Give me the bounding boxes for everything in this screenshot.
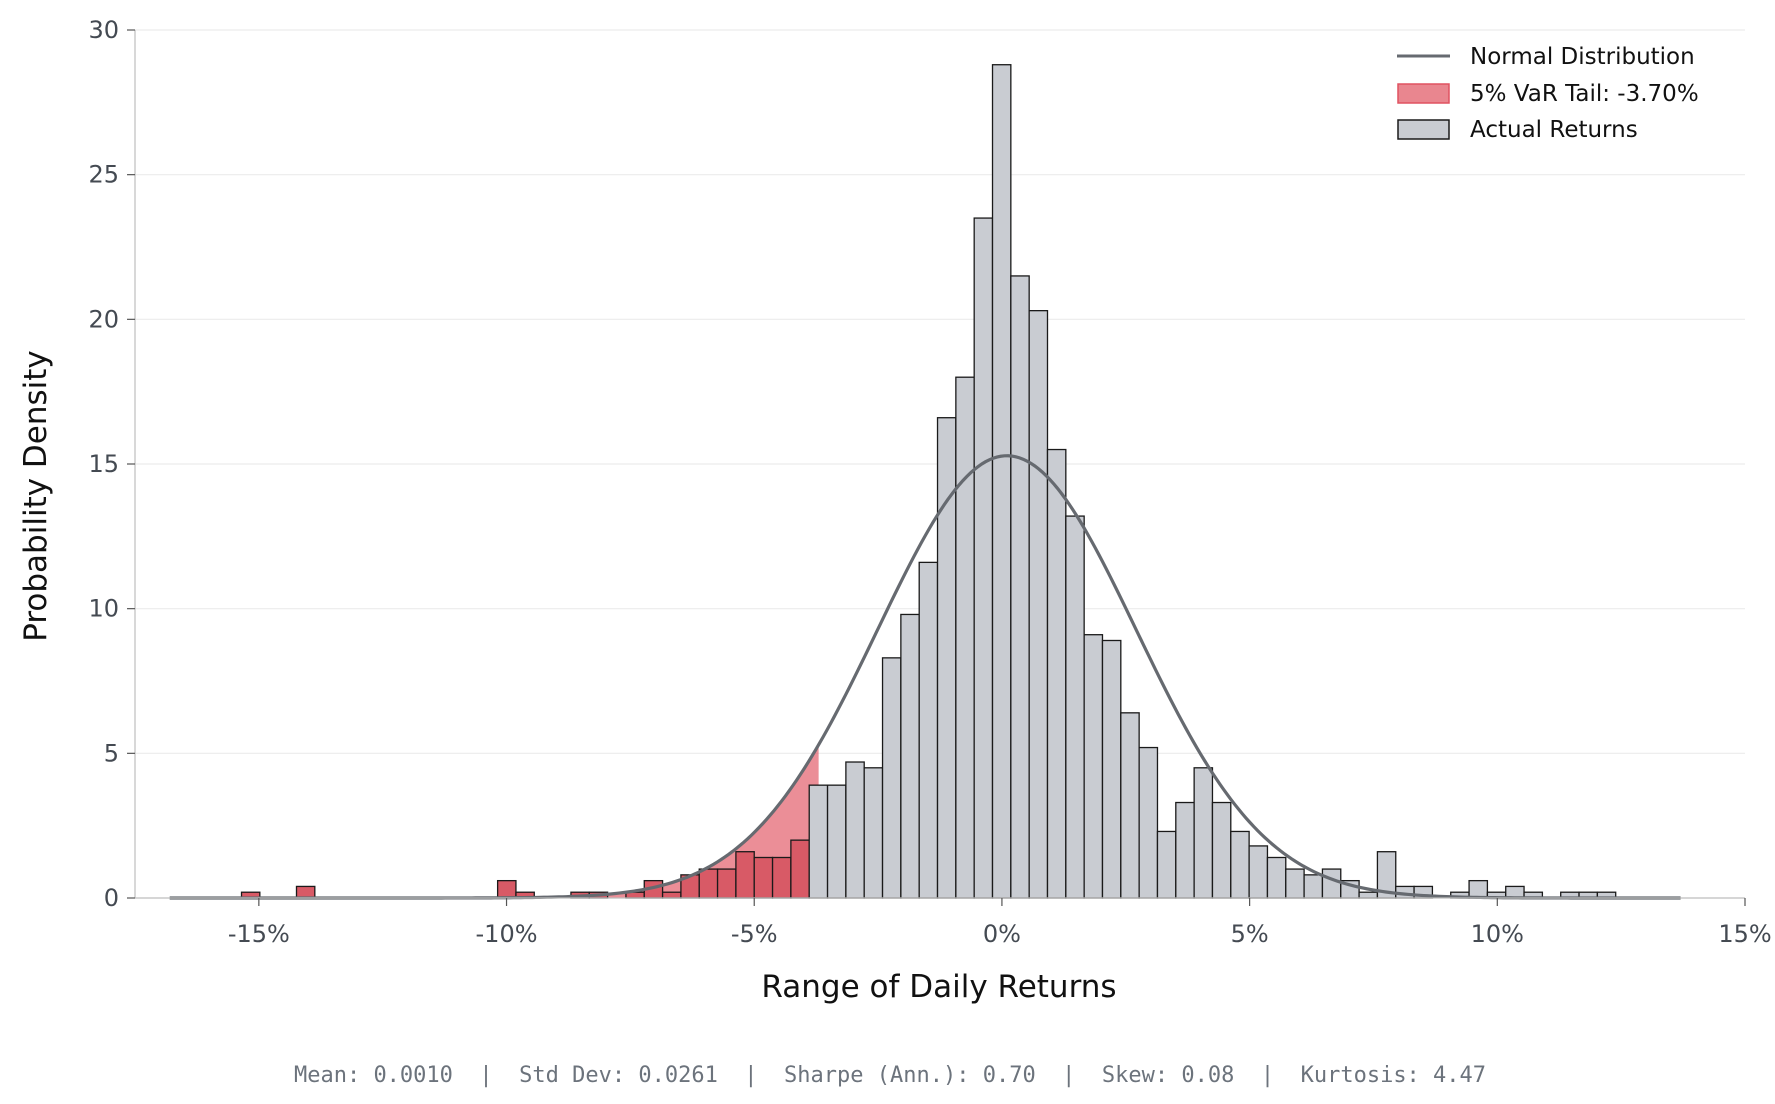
histogram-bar (1285, 868, 1305, 899)
histogram-bar (1120, 712, 1140, 899)
y-tick-label: 30 (88, 16, 119, 44)
histogram-bar-tail (661, 891, 682, 899)
legend-var-swatch (1397, 83, 1450, 104)
histogram-bar (1468, 879, 1489, 899)
stats-annotation: Mean: 0.0010 | Std Dev: 0.0261 | Sharpe … (294, 1063, 1486, 1088)
x-axis-ticks: -15% -10% -5% 0% 5% 10% 15% (228, 898, 1772, 948)
legend: Normal Distribution 5% VaR Tail: -3.70% … (1397, 44, 1699, 143)
histogram-bar (881, 657, 902, 899)
y-tick-label: 10 (88, 595, 119, 623)
x-tick-label: 15% (1718, 920, 1771, 948)
histogram-bar-tail (753, 856, 774, 899)
legend-label-returns: Actual Returns (1470, 117, 1638, 143)
x-tick-label: 10% (1471, 920, 1524, 948)
histogram-bars (240, 64, 1617, 899)
histogram-bar (1266, 856, 1287, 899)
x-axis-title: Range of Daily Returns (761, 969, 1116, 1005)
legend-label-var: 5% VaR Tail: -3.70% (1470, 81, 1699, 107)
histogram-bar (1248, 845, 1269, 899)
histogram-bar (955, 376, 975, 899)
histogram-bar (1211, 801, 1232, 899)
histogram-bar (845, 761, 865, 899)
histogram-bar (1321, 868, 1342, 899)
histogram-bar (1193, 767, 1214, 899)
histogram-bar-tail (790, 839, 810, 899)
histogram-bar-tail (716, 868, 737, 899)
histogram-bar (1358, 891, 1379, 899)
histogram-bar (826, 784, 847, 899)
histogram-bar (1138, 746, 1159, 899)
histogram-bar (1065, 515, 1085, 899)
y-tick-label: 5 (104, 739, 119, 767)
y-axis-ticks: 0 5 10 15 20 25 30 (88, 16, 135, 912)
histogram-bar (1046, 448, 1067, 899)
histogram-bar-tail (496, 879, 517, 899)
histogram-bar (1156, 830, 1177, 899)
histogram-bar (863, 767, 884, 899)
histogram-bar (936, 417, 957, 899)
histogram-bar (1175, 801, 1195, 899)
y-tick-label: 15 (88, 450, 119, 478)
y-tick-label: 20 (88, 305, 119, 333)
y-axis-title: Probability Density (18, 350, 54, 642)
histogram-bar (918, 561, 939, 899)
x-tick-label: -10% (476, 920, 538, 948)
histogram-bar (900, 613, 920, 899)
histogram-bar-tail (295, 885, 316, 899)
x-tick-label: 0% (983, 920, 1021, 948)
y-tick-label: 0 (104, 884, 119, 912)
histogram-bar-tail (735, 851, 755, 899)
x-tick-label: 5% (1231, 920, 1269, 948)
x-tick-label: -5% (731, 920, 778, 948)
histogram-bar (1230, 830, 1250, 899)
x-tick-label: -15% (228, 920, 290, 948)
histogram-bar (991, 64, 1012, 899)
histogram-bar (1101, 639, 1122, 899)
y-tick-label: 25 (88, 161, 119, 189)
legend-label-normal: Normal Distribution (1470, 44, 1695, 70)
histogram-bar (1083, 634, 1104, 899)
histogram-bar-tail (771, 856, 792, 899)
histogram-bar (973, 217, 994, 899)
legend-returns-swatch (1397, 119, 1450, 140)
histogram-bar (1010, 275, 1030, 899)
histogram-bar (1028, 310, 1049, 899)
histogram-bar-tail (698, 868, 719, 899)
histogram-bar (808, 784, 829, 899)
histogram-bar (1303, 874, 1324, 899)
